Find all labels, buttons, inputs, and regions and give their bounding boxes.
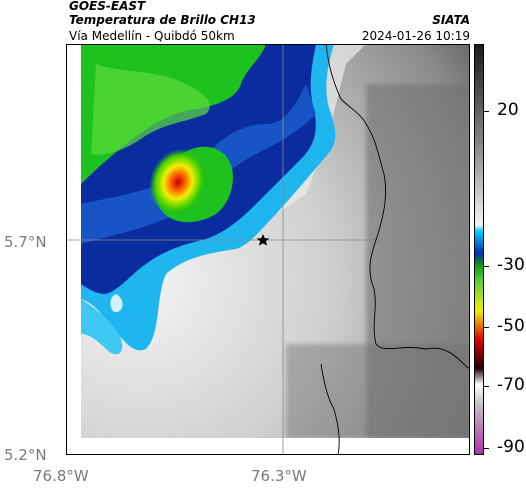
colorbar-label-minus30: -30	[497, 255, 525, 275]
colorbar-tick-minus30	[484, 266, 489, 267]
colorbar-tick-minus70	[484, 386, 489, 387]
agency-label: SIATA	[432, 13, 470, 27]
map-subtitle: Temperatura de Brillo CH13	[69, 13, 256, 27]
colorbar-tick-20	[484, 111, 489, 112]
colorbar-label-20: 20	[497, 100, 519, 120]
boundary-line-2	[320, 363, 340, 455]
boundary-line-1	[325, 44, 470, 370]
colorbar-tick-minus90	[484, 448, 489, 449]
colorbar-label-minus50: -50	[497, 316, 525, 336]
location-star-icon	[256, 234, 270, 246]
colorbar-label-minus90: -90	[497, 437, 525, 457]
lon-tick-76-3: 76.3°W	[251, 467, 307, 485]
colorbar	[474, 44, 484, 455]
map-border	[66, 44, 470, 455]
dark-gray-south	[286, 344, 470, 438]
colorbar-tick-minus50	[484, 327, 489, 328]
cyan-finger-sw	[81, 299, 123, 355]
lat-tick-5-2: 5.2°N	[4, 446, 47, 464]
cloud-gap	[110, 294, 123, 313]
satellite-map	[66, 44, 470, 455]
lat-tick-5-7: 5.7°N	[4, 233, 47, 251]
no-data-bottom	[66, 438, 470, 455]
map-title: GOES-EAST	[69, 0, 146, 13]
timestamp: 2024-01-26 10:19	[361, 29, 470, 43]
convective-core	[149, 148, 207, 216]
green-patch	[91, 64, 210, 155]
colorbar-label-minus70: -70	[497, 375, 525, 395]
no-data-left	[66, 44, 81, 455]
colorbar-gradient	[475, 45, 483, 454]
lon-tick-76-8: 76.8°W	[33, 467, 89, 485]
brightness-temperature-field	[66, 44, 470, 455]
route-label: Vía Medellín - Quibdó 50km	[69, 29, 235, 43]
